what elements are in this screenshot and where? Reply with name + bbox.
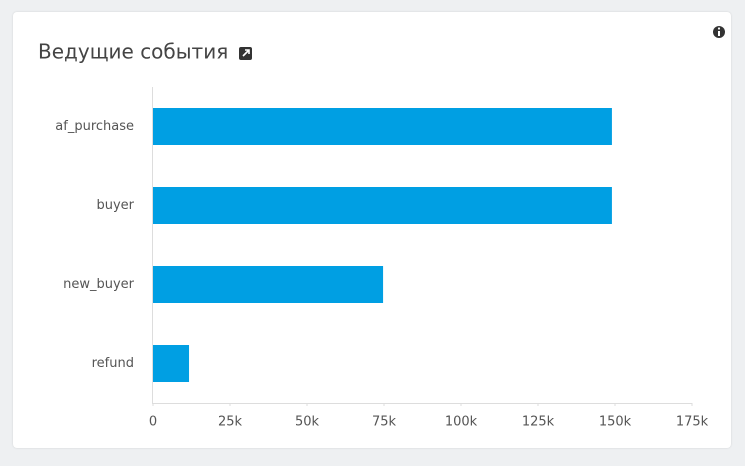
bar	[153, 187, 612, 224]
y-tick-label: new_buyer	[63, 277, 135, 292]
y-tick-label: buyer	[96, 198, 134, 213]
y-tick-label: af_purchase	[55, 119, 134, 134]
bar	[153, 266, 384, 303]
x-tick-label: 75k	[372, 415, 397, 430]
y-tick-label: refund	[92, 356, 134, 371]
bar	[153, 345, 190, 382]
x-tick-label: 25k	[218, 415, 243, 430]
x-tick-label: 150k	[599, 415, 632, 430]
bar	[153, 108, 612, 145]
open-icon[interactable]	[239, 47, 252, 60]
x-tick-label: 100k	[445, 415, 478, 430]
x-tick-label: 125k	[522, 415, 555, 430]
chart-title: Ведущие события	[38, 40, 228, 64]
x-tick-label: 175k	[676, 415, 709, 430]
card	[13, 12, 731, 448]
info-icon[interactable]	[713, 26, 725, 38]
x-tick-label: 0	[149, 415, 157, 430]
x-tick-label: 50k	[295, 415, 320, 430]
